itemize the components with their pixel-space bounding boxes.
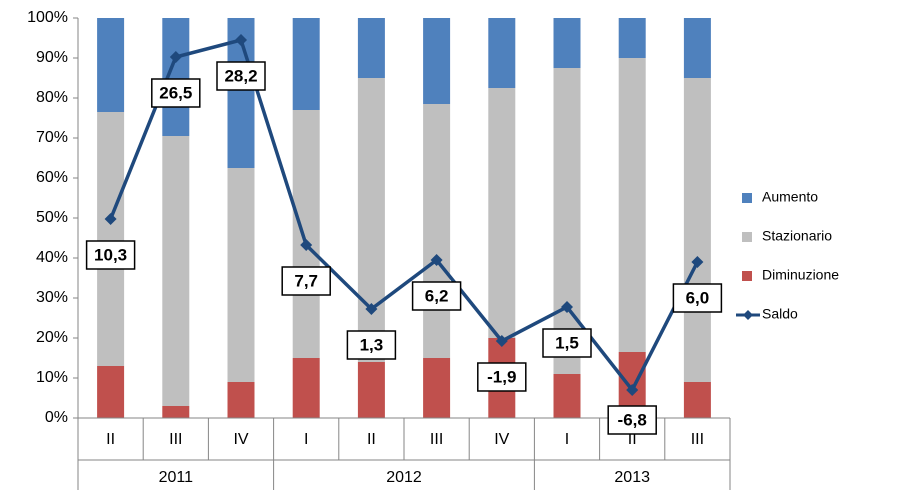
data-label-box [477,362,527,392]
data-label: 6,2 [425,286,449,305]
y-tick-label: 100% [27,9,68,26]
y-tick-label: 60% [36,169,68,186]
x-tick-label: IV [494,431,509,448]
data-label: 1,3 [360,335,384,354]
bar-segment [553,374,581,418]
data-label-box [85,240,136,270]
y-tick-label: 40% [36,249,68,266]
x-tick-label: I [304,431,308,448]
legend-marker [743,310,753,320]
bar-segment [553,18,581,68]
x-tick-label: II [628,431,637,448]
bar-segment [162,136,190,406]
legend-label: Diminuzione [762,267,839,283]
bar-segment [423,18,451,104]
data-label-box [346,330,397,360]
legend-label: Stazionario [762,228,832,244]
saldo-marker [235,34,247,46]
x-tick-label: IV [233,431,248,448]
x-tick-label: II [367,431,376,448]
y-tick-label: 30% [36,289,68,306]
data-label-box [411,281,462,311]
data-label-box [281,266,331,296]
x-tick-label: III [691,431,704,448]
data-label-box [151,78,201,108]
bar-segment [488,18,516,88]
bar-segment [227,382,255,418]
legend-swatch [742,232,752,242]
data-label-box [542,328,592,358]
x-group-label: 2013 [614,469,650,486]
saldo-marker [104,213,117,225]
y-tick-label: 90% [36,49,68,66]
saldo-marker [691,256,704,268]
legend-swatch [742,193,752,203]
bar-segment [683,78,711,382]
data-label: 7,7 [294,271,318,290]
bar-segment [423,358,451,418]
saldo-marker [495,335,508,347]
legend-label: Aumento [762,189,818,205]
bar-segment [357,18,385,78]
data-label: -1,9 [487,367,516,386]
legend-swatch [742,271,752,281]
y-tick-label: 20% [36,329,68,346]
x-tick-label: III [169,431,182,448]
bar-segment [357,362,385,418]
data-label-box [672,283,723,313]
bar-segment [357,78,385,362]
data-label-box [216,61,266,91]
saldo-marker [365,303,378,315]
bar-segment [683,18,711,78]
bar-segment [683,382,711,418]
x-tick-label: III [430,431,443,448]
saldo-marker [169,51,182,63]
bar-segment [618,18,646,58]
data-label-box [607,405,657,435]
bar-segment [292,18,320,110]
data-label: -6,8 [618,410,647,429]
data-label: 10,3 [94,245,127,264]
saldo-marker [300,239,313,251]
bar-segment [553,68,581,374]
y-tick-label: 0% [45,409,68,426]
data-label: 28,2 [224,66,257,85]
bar-segment [97,18,125,112]
y-tick-label: 50% [36,209,68,226]
saldo-marker [626,384,639,396]
legend-label: Saldo [762,306,798,322]
saldo-marker [561,301,573,313]
bar-segment [162,406,190,418]
data-label: 6,0 [686,288,710,307]
data-label: 26,5 [159,83,192,102]
saldo-line [108,37,699,394]
saldo-marker [430,254,443,266]
y-tick-label: 70% [36,129,68,146]
bar-segment [227,168,255,382]
bar-segment [488,88,516,338]
x-group-label: 2012 [386,469,422,486]
x-tick-label: I [565,431,569,448]
y-tick-label: 80% [36,89,68,106]
bar-segment [618,58,646,352]
x-tick-label: II [106,431,115,448]
bar-segment [292,110,320,358]
y-tick-label: 10% [36,369,68,386]
data-label: 1,5 [555,333,579,352]
bar-segment [97,366,125,418]
bar-segment [97,112,125,366]
bar-segment [423,104,451,358]
bar-segment [292,358,320,418]
x-group-label: 2011 [159,469,194,486]
